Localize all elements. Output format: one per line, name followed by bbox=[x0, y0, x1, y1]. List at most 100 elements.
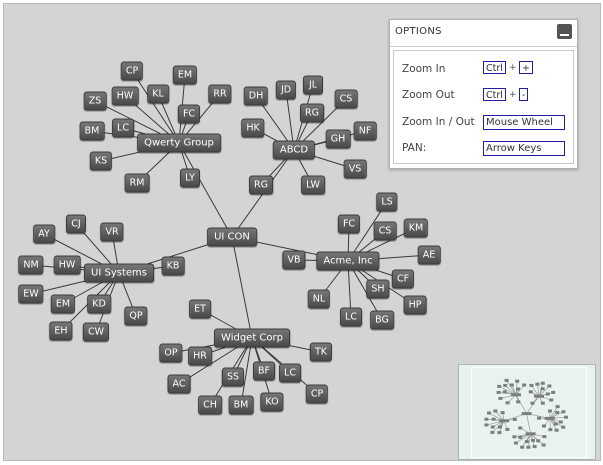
key-mouse-wheel: Mouse Wheel bbox=[483, 115, 565, 130]
graph-hub-node[interactable]: Widget Corp bbox=[214, 328, 290, 348]
graph-edge bbox=[231, 236, 253, 339]
graph-node[interactable]: SS bbox=[221, 367, 245, 387]
minimap-node bbox=[531, 438, 535, 442]
minimap-node bbox=[553, 422, 558, 426]
minimap-node bbox=[528, 390, 533, 394]
graph-node[interactable]: KD bbox=[87, 294, 111, 314]
graph-node[interactable]: JD bbox=[275, 80, 297, 100]
graph-node[interactable]: TK bbox=[309, 342, 333, 362]
graph-node[interactable]: BG bbox=[370, 310, 394, 330]
graph-node[interactable]: CS bbox=[373, 221, 397, 241]
graph-node[interactable]: FC bbox=[177, 104, 201, 124]
graph-node[interactable]: KB bbox=[161, 256, 185, 276]
graph-node[interactable]: CS bbox=[334, 89, 358, 109]
graph-node[interactable]: LY bbox=[180, 168, 200, 188]
graph-node[interactable]: CH bbox=[198, 395, 222, 415]
graph-node[interactable]: KM bbox=[403, 218, 429, 238]
minimap-node bbox=[515, 379, 520, 383]
graph-node[interactable]: NM bbox=[18, 255, 44, 275]
graph-node[interactable]: LC bbox=[279, 363, 301, 383]
graph-node[interactable]: EM bbox=[172, 65, 198, 85]
minimap-node bbox=[558, 420, 563, 424]
graph-node[interactable]: NL bbox=[307, 289, 331, 309]
graph-node[interactable]: BF bbox=[253, 361, 275, 381]
graph-node[interactable]: QP bbox=[124, 306, 148, 326]
graph-node[interactable]: RG bbox=[249, 175, 273, 195]
minimap-edge bbox=[537, 384, 540, 397]
graph-node[interactable]: KS bbox=[89, 151, 113, 171]
graph-node[interactable]: HW bbox=[53, 255, 81, 275]
minimap-node bbox=[534, 394, 544, 398]
graph-hub-node[interactable]: UI CON bbox=[207, 227, 257, 247]
graph-node[interactable]: JL bbox=[303, 75, 323, 95]
graph-node[interactable]: EW bbox=[18, 284, 44, 304]
graph-node[interactable]: AE bbox=[417, 245, 441, 265]
graph-node[interactable]: KL bbox=[147, 84, 169, 104]
graph-hub-node[interactable]: Acme, Inc bbox=[316, 251, 380, 271]
minimap-node bbox=[524, 440, 529, 444]
graph-node[interactable]: RM bbox=[124, 173, 150, 193]
minimap-edge bbox=[505, 385, 517, 396]
graph-edge bbox=[131, 70, 180, 144]
graph-node[interactable]: LC bbox=[340, 307, 362, 327]
graph-node[interactable]: ET bbox=[189, 299, 211, 319]
graph-node[interactable]: SH bbox=[366, 279, 390, 299]
graph-node[interactable]: AC bbox=[167, 374, 191, 394]
graph-node[interactable]: CP bbox=[120, 61, 144, 81]
graph-node[interactable]: HP bbox=[403, 295, 427, 315]
options-title: OPTIONS bbox=[395, 26, 442, 37]
minimap-edge bbox=[549, 418, 557, 431]
minimap-node bbox=[498, 425, 502, 429]
graph-node[interactable]: CJ bbox=[66, 214, 86, 234]
graph-node[interactable]: CP bbox=[305, 384, 329, 404]
graph-hub-node[interactable]: ABCD bbox=[272, 140, 316, 160]
graph-hub-node[interactable]: Qwerty Group bbox=[137, 133, 221, 153]
key-ctrl: Ctrl bbox=[483, 61, 506, 74]
minimap-node bbox=[490, 430, 495, 434]
minimap-node bbox=[522, 383, 527, 387]
minimap-node bbox=[542, 435, 547, 439]
graph-node[interactable]: HW bbox=[111, 86, 139, 106]
minimap-node bbox=[516, 387, 520, 391]
minimap-node bbox=[491, 417, 496, 421]
graph-node[interactable]: VS bbox=[343, 159, 367, 179]
graph-node[interactable]: LW bbox=[301, 175, 325, 195]
graph-node[interactable]: CW bbox=[82, 322, 110, 342]
options-body: Zoom In Ctrl + + Zoom Out Ctrl + - Zoom … bbox=[393, 50, 574, 164]
minimap-viewport[interactable] bbox=[471, 367, 587, 458]
graph-node[interactable]: HR bbox=[188, 346, 212, 366]
plus-separator: + bbox=[509, 90, 517, 100]
graph-node[interactable]: VB bbox=[282, 250, 306, 270]
minimap-node bbox=[548, 428, 553, 432]
graph-node[interactable]: RG bbox=[300, 103, 324, 123]
collapse-icon[interactable] bbox=[557, 24, 572, 39]
minimap-node bbox=[497, 384, 502, 388]
option-label-zoom-in: Zoom In bbox=[402, 63, 446, 75]
graph-node[interactable]: CF bbox=[391, 269, 415, 289]
graph-node[interactable]: GH bbox=[325, 129, 351, 149]
graph-node[interactable]: LS bbox=[376, 192, 398, 212]
graph-edge bbox=[240, 337, 253, 406]
minimap[interactable] bbox=[458, 364, 596, 460]
graph-node[interactable]: LC bbox=[112, 118, 134, 138]
graph-node[interactable]: VR bbox=[100, 222, 124, 242]
graph-node[interactable]: KO bbox=[260, 392, 284, 412]
graph-node[interactable]: FC bbox=[337, 214, 361, 234]
graph-node[interactable]: ZS bbox=[83, 91, 107, 111]
minimap-node bbox=[521, 412, 532, 416]
graph-hub-node[interactable]: UI Systems bbox=[84, 263, 154, 283]
graph-node[interactable]: AY bbox=[33, 224, 55, 244]
graph-canvas[interactable]: UI CON Qwerty Group ABCD Acme, Inc UI System… bbox=[3, 3, 601, 461]
minimap-node bbox=[514, 441, 518, 445]
graph-node[interactable]: HK bbox=[241, 118, 265, 138]
graph-node[interactable]: RR bbox=[208, 84, 232, 104]
graph-node[interactable]: EM bbox=[50, 294, 76, 314]
graph-node[interactable]: BM bbox=[79, 121, 105, 141]
minimap-node bbox=[530, 401, 535, 405]
graph-node[interactable]: NF bbox=[353, 121, 377, 141]
minimap-node bbox=[545, 392, 550, 396]
graph-node[interactable]: OP bbox=[159, 343, 183, 363]
graph-node[interactable]: EH bbox=[49, 321, 73, 341]
graph-node[interactable]: BM bbox=[228, 395, 254, 415]
graph-node[interactable]: DH bbox=[243, 86, 269, 106]
